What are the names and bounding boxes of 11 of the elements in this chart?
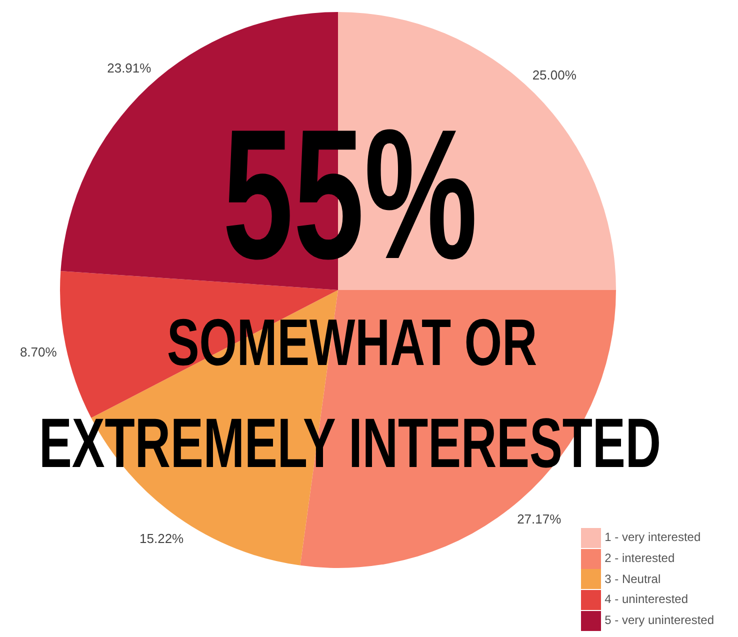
data-label: 27.17% [517,512,562,527]
legend-label: 1 - very interested [604,530,701,544]
text: SOMEWHAT OR [166,306,538,380]
data-label: 15.22% [140,530,184,546]
data-label: 23.91% [107,60,152,76]
legend-label: 3 - Neutral [604,572,661,586]
legend-label: 5 - very uninterested [604,613,714,628]
legend-label: 4 - uninterested [604,592,688,606]
data-label: 25.00% [532,68,577,83]
data-label: 8.70% [20,344,58,360]
legend-label: 2 - interested [604,550,675,565]
